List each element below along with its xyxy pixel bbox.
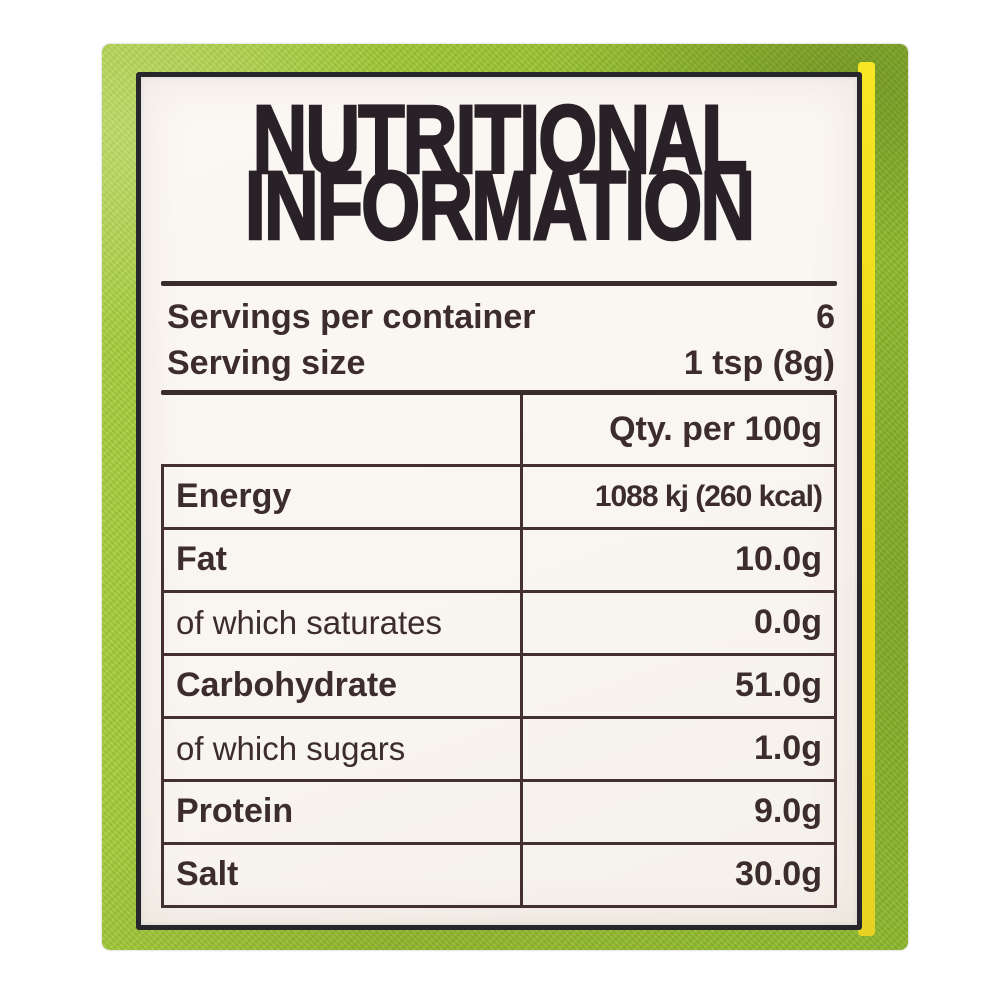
title-line-1: NUTRITIONAL (251, 86, 748, 195)
header-empty-cell (162, 395, 524, 467)
row-label: Energy (160, 463, 524, 530)
row-value: 0.0g (520, 589, 837, 656)
row-value: 1.0g (520, 715, 837, 782)
title-underline (161, 281, 837, 286)
row-label: Salt (160, 841, 524, 908)
title-line-2: INFORMATION (244, 152, 757, 261)
serving-size-value: 1 tsp (8g) (683, 344, 835, 382)
yellow-edge-stripe (858, 62, 875, 936)
label-title: NUTRITIONAL INFORMATION (161, 77, 837, 275)
table-row-fat: Fat 10.0g (160, 526, 837, 593)
plastic-sheen-highlight (972, 164, 998, 864)
table-row-energy: Energy 1088 kj (260 kcal) (160, 463, 837, 530)
nutrition-table: Qty. per 100g Energy 1088 kj (260 kcal) … (160, 395, 837, 908)
serving-size-row: Serving size 1 tsp (8g) (161, 340, 837, 386)
table-header-row: Qty. per 100g (162, 395, 837, 467)
row-label: Protein (160, 778, 524, 845)
row-label: Carbohydrate (160, 652, 524, 719)
servings-per-container-value: 6 (816, 298, 835, 336)
row-value: 9.0g (520, 778, 837, 845)
label-content: NUTRITIONAL INFORMATION Servings per con… (141, 77, 857, 925)
row-value: 1088 kj (260 kcal) (520, 463, 837, 530)
row-label: of which sugars (160, 715, 524, 782)
table-row-saturates: of which saturates 0.0g (160, 589, 837, 656)
nutrition-label: NUTRITIONAL INFORMATION Servings per con… (136, 72, 862, 930)
table-row-sugars: of which sugars 1.0g (160, 715, 837, 782)
row-value: 30.0g (520, 841, 837, 908)
section-divider-rule (161, 390, 837, 395)
table-row-protein: Protein 9.0g (160, 778, 837, 845)
serving-size-label: Serving size (167, 344, 366, 382)
table-row-carbohydrate: Carbohydrate 51.0g (160, 652, 837, 719)
table-row-salt: Salt 30.0g (160, 841, 837, 908)
row-value: 51.0g (520, 652, 837, 719)
qty-per-100g-header: Qty. per 100g (521, 395, 837, 467)
serving-info: Servings per container 6 Serving size 1 … (161, 294, 837, 386)
row-label: of which saturates (160, 589, 524, 656)
row-value: 10.0g (520, 526, 837, 593)
servings-per-container-label: Servings per container (167, 298, 536, 336)
row-label: Fat (160, 526, 524, 593)
servings-per-container-row: Servings per container 6 (161, 294, 837, 340)
